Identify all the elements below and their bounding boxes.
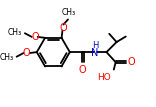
Text: CH₃: CH₃ <box>0 53 14 62</box>
Text: N: N <box>91 48 98 58</box>
Text: O: O <box>79 65 86 74</box>
Text: CH₃: CH₃ <box>8 28 22 37</box>
Text: O: O <box>127 57 135 67</box>
Text: H: H <box>92 41 99 50</box>
Text: O: O <box>23 48 31 58</box>
Text: O: O <box>60 23 67 33</box>
Text: O: O <box>31 32 39 42</box>
Text: HO: HO <box>97 73 111 82</box>
Text: CH₃: CH₃ <box>62 8 76 17</box>
